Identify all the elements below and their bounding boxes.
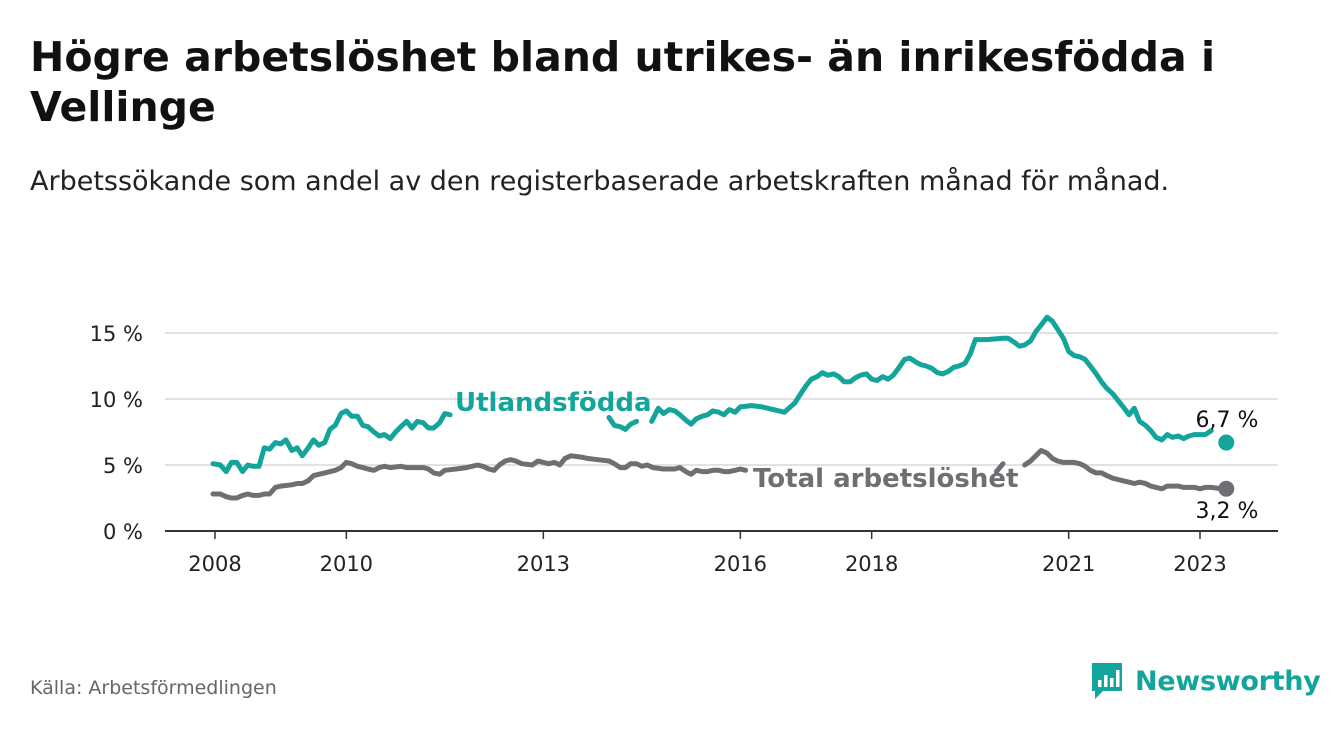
y-tick-label: 5 %: [103, 454, 143, 478]
series-line-total: [210, 448, 1225, 501]
x-tick-label: 2018: [845, 552, 898, 576]
end-point-total: [1218, 480, 1235, 497]
y-axis-ticks: 0 % 5 % 10 % 15 %: [90, 322, 143, 544]
x-tick-label: 2016: [714, 552, 767, 576]
brand-name: Newsworthy: [1135, 665, 1321, 697]
end-label-total: 3,2 %: [1196, 499, 1259, 524]
source-note: Källa: Arbetsförmedlingen: [30, 677, 277, 699]
series-labels: Utlandsfödda Total arbetslöshet 6,7 % 3,2 %: [455, 388, 1258, 524]
chart-subtitle: Arbetssökande som andel av den registerb…: [30, 166, 1170, 197]
end-label-utlandsfodda: 6,7 %: [1196, 408, 1259, 433]
x-tick-label: 2008: [188, 552, 241, 576]
series-lines: [210, 314, 1235, 501]
y-tick-label: 10 %: [90, 388, 143, 412]
chart-title: Högre arbetslöshet bland utrikes- än inr…: [30, 33, 1215, 131]
y-tick-label: 0 %: [103, 520, 143, 544]
series-label-utlandsfodda: Utlandsfödda: [455, 388, 652, 418]
x-tick-label: 2010: [320, 552, 373, 576]
y-tick-label: 15 %: [90, 322, 143, 346]
newsworthy-logo-icon: [1092, 663, 1122, 699]
brand-logo: Newsworthy: [1089, 660, 1321, 702]
x-axis-ticks: 2008 2010 2013 2016 2018 2021 2023: [188, 531, 1227, 576]
x-tick-label: 2013: [517, 552, 570, 576]
line-chart: 0 %5 %10 %15 % 2008 2010 2013 2016 2018 2021 2…: [90, 314, 1278, 576]
series-line-utlandsfodda: [210, 314, 1214, 475]
x-tick-label: 2021: [1042, 552, 1095, 576]
end-point-utlandsfodda: [1218, 434, 1235, 451]
series-label-total: Total arbetslöshet: [753, 464, 1018, 494]
x-tick-label: 2023: [1173, 552, 1226, 576]
grid-lines: [165, 332, 1278, 466]
